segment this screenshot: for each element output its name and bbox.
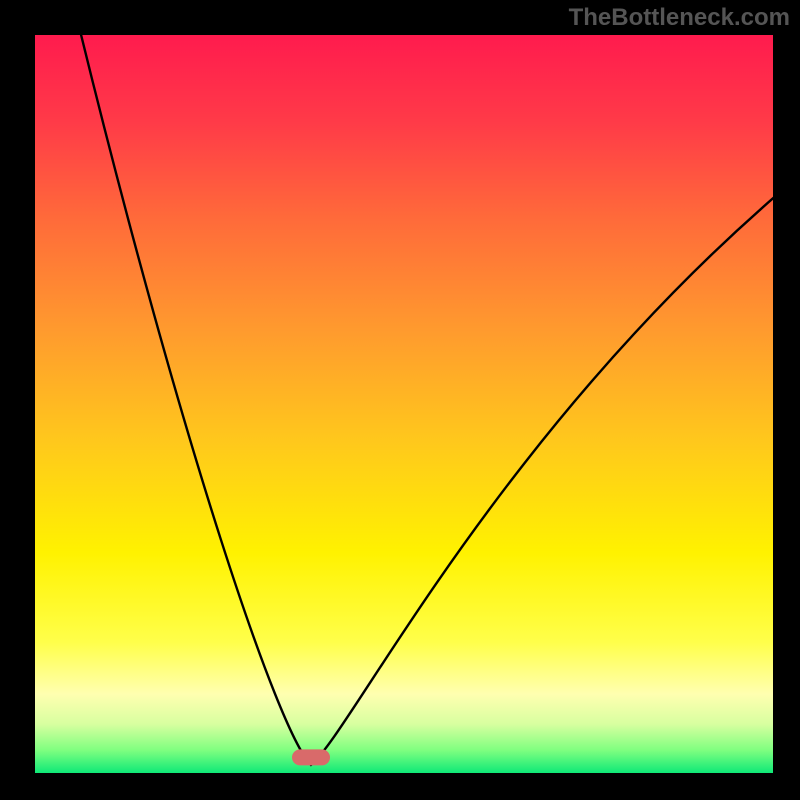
minimum-marker [292, 749, 330, 765]
plot-background [32, 32, 776, 776]
chart-container: { "watermark": "TheBottleneck.com", "cha… [0, 0, 800, 800]
bottleneck-chart [0, 0, 800, 800]
watermark-text: TheBottleneck.com [569, 4, 790, 32]
